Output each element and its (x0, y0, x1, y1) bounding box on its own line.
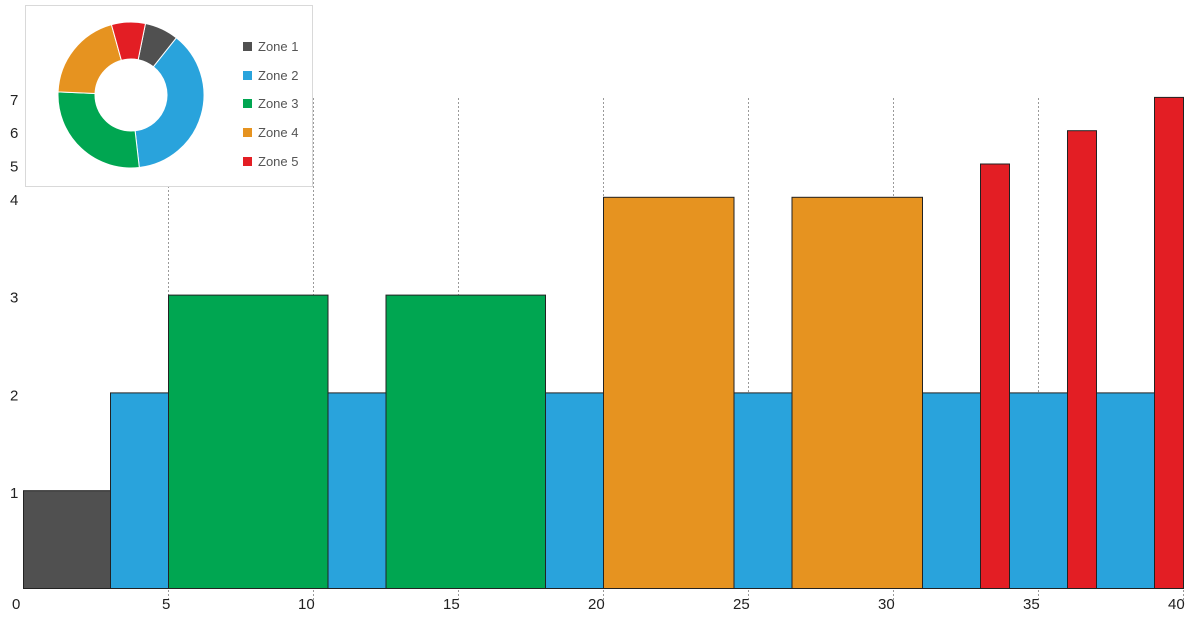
histogram-bars (23, 96, 1184, 590)
y-tick-label: 1 (10, 485, 18, 502)
legend-swatch (243, 41, 252, 51)
bar-segment (1096, 392, 1155, 589)
bar-segment (385, 294, 546, 589)
y-tick-label: 2 (10, 387, 18, 404)
x-axis-ticks: 0 5 10 15 20 25 30 35 40 (12, 596, 1185, 613)
zone-donut-chart (57, 21, 205, 169)
x-tick-label: 35 (1023, 596, 1040, 613)
bar-segment (980, 163, 1010, 589)
donut-slice (134, 37, 205, 169)
x-tick-label: 15 (443, 596, 460, 613)
legend-label: Zone 1 (258, 38, 299, 54)
donut-slice (110, 21, 147, 61)
bar-segment (110, 392, 169, 589)
bar-segment (1154, 96, 1184, 590)
bar-segment (922, 392, 981, 589)
bar-segment (1067, 130, 1097, 589)
x-tick-label: 40 (1168, 596, 1185, 613)
bar-segment (23, 490, 111, 590)
y-tick-label: 5 (10, 159, 18, 176)
bar-segment (168, 294, 329, 589)
donut-slice (57, 91, 140, 169)
legend-item: Zone 3 (243, 89, 298, 118)
bar-segment (1009, 392, 1068, 589)
y-tick-label: 7 (10, 92, 18, 109)
y-tick-label: 6 (10, 125, 18, 142)
legend-item: Zone 5 (243, 147, 298, 176)
legend-swatch (243, 156, 252, 166)
donut-slice (57, 24, 122, 94)
legend-label: Zone 3 (258, 96, 299, 112)
legend-panel: Zone 1 Zone 2 Zone 3 Zone 4 Zone 5 (25, 5, 313, 187)
legend-swatch (243, 99, 252, 109)
bar-segment (791, 196, 923, 590)
legend: Zone 1 Zone 2 Zone 3 Zone 4 Zone 5 (243, 32, 298, 175)
x-tick-label: 20 (588, 596, 605, 613)
legend-swatch (243, 127, 252, 137)
x-tick-label: 5 (162, 596, 170, 613)
y-tick-label: 4 (10, 192, 18, 209)
legend-swatch (243, 70, 252, 80)
y-tick-label: 3 (10, 290, 18, 307)
x-tick-label: 0 (12, 596, 20, 613)
legend-item: Zone 2 (243, 61, 298, 90)
legend-item: Zone 1 (243, 32, 298, 61)
bar-segment (545, 392, 604, 589)
y-axis-ticks: 1 2 3 4 5 6 7 (10, 92, 18, 502)
x-tick-label: 30 (878, 596, 895, 613)
bar-segment (603, 196, 735, 590)
legend-label: Zone 4 (258, 124, 299, 140)
x-tick-label: 25 (733, 596, 750, 613)
legend-item: Zone 4 (243, 118, 298, 147)
legend-label: Zone 5 (258, 153, 299, 169)
bar-segment (733, 392, 793, 589)
legend-label: Zone 2 (258, 67, 299, 83)
bar-segment (327, 392, 387, 589)
x-tick-label: 10 (298, 596, 315, 613)
